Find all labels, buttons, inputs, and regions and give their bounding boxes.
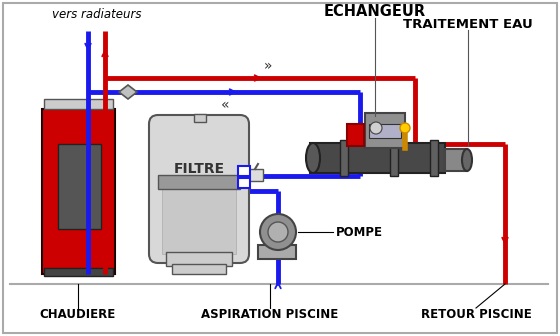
- FancyBboxPatch shape: [194, 114, 206, 122]
- FancyBboxPatch shape: [238, 166, 250, 176]
- FancyBboxPatch shape: [369, 124, 401, 138]
- Text: vers radiateurs: vers radiateurs: [52, 7, 142, 20]
- FancyBboxPatch shape: [445, 149, 467, 171]
- Text: «: «: [221, 98, 229, 112]
- FancyBboxPatch shape: [238, 178, 250, 188]
- FancyBboxPatch shape: [258, 245, 296, 259]
- Ellipse shape: [462, 149, 472, 171]
- Circle shape: [400, 123, 410, 133]
- FancyBboxPatch shape: [162, 187, 236, 254]
- FancyBboxPatch shape: [365, 113, 405, 148]
- FancyBboxPatch shape: [158, 175, 240, 189]
- Text: ASPIRATION PISCINE: ASPIRATION PISCINE: [202, 307, 339, 321]
- Circle shape: [260, 214, 296, 250]
- Text: POMPE: POMPE: [336, 225, 383, 239]
- FancyBboxPatch shape: [340, 140, 348, 176]
- FancyBboxPatch shape: [310, 143, 445, 173]
- Text: RETOUR PISCINE: RETOUR PISCINE: [421, 307, 531, 321]
- FancyBboxPatch shape: [172, 264, 226, 274]
- Text: CHAUDIERE: CHAUDIERE: [40, 307, 116, 321]
- FancyBboxPatch shape: [166, 252, 232, 266]
- Text: TRAITEMENT EAU: TRAITEMENT EAU: [403, 17, 533, 31]
- FancyBboxPatch shape: [58, 144, 101, 229]
- FancyBboxPatch shape: [430, 140, 438, 176]
- FancyBboxPatch shape: [42, 109, 115, 274]
- Text: FILTRE: FILTRE: [174, 162, 225, 176]
- Polygon shape: [119, 85, 137, 99]
- Ellipse shape: [306, 143, 320, 173]
- FancyBboxPatch shape: [149, 115, 249, 263]
- Circle shape: [268, 222, 288, 242]
- FancyBboxPatch shape: [390, 140, 398, 176]
- Text: ECHANGEUR: ECHANGEUR: [324, 3, 426, 18]
- Text: »: »: [264, 59, 272, 73]
- FancyBboxPatch shape: [44, 268, 113, 276]
- FancyBboxPatch shape: [44, 99, 113, 109]
- FancyBboxPatch shape: [247, 169, 263, 181]
- FancyBboxPatch shape: [347, 124, 364, 146]
- Circle shape: [370, 122, 382, 134]
